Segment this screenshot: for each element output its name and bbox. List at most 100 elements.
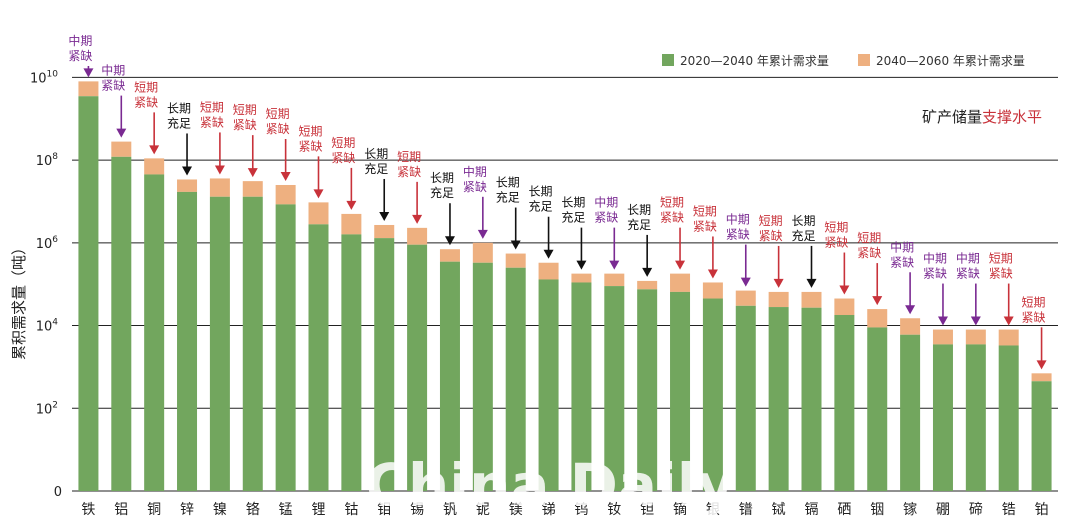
bar-2020-2040 bbox=[111, 156, 132, 492]
category-label: 钨 bbox=[574, 502, 588, 518]
y-tick-label: 102 bbox=[36, 400, 58, 417]
annotation: 短期紧缺 bbox=[693, 204, 718, 279]
bar-2020-2040 bbox=[670, 291, 691, 491]
category-label: 锰 bbox=[279, 502, 293, 518]
annotation-arrowhead bbox=[642, 267, 653, 277]
annotation-arrowhead bbox=[543, 249, 554, 259]
annotation-arrowhead bbox=[444, 236, 455, 246]
bar-2020-2040 bbox=[374, 238, 395, 491]
legend-swatch bbox=[858, 54, 870, 66]
annotation-label: 短期紧缺 bbox=[266, 107, 290, 136]
bar-2040-2060 bbox=[242, 181, 263, 197]
annotation: 长期充足 bbox=[791, 214, 817, 288]
annotation-arrowhead bbox=[1003, 316, 1014, 326]
y-tick-label: 104 bbox=[36, 318, 59, 335]
bar-2020-2040 bbox=[275, 204, 296, 492]
y-axis-label: 累积需求量（吨） bbox=[10, 240, 28, 360]
category-label: 钒 bbox=[443, 502, 457, 518]
bar-2040-2060 bbox=[735, 290, 756, 306]
annotation: 短期紧缺 bbox=[298, 124, 324, 199]
bar-2020-2040 bbox=[867, 327, 888, 491]
annotation-arrowhead bbox=[477, 229, 488, 239]
bar-2040-2060 bbox=[78, 81, 99, 97]
annotation-arrowhead bbox=[905, 305, 916, 315]
y-gridlines bbox=[72, 76, 1058, 492]
category-label: 锌 bbox=[180, 502, 194, 518]
chart-subtitle: 矿产储量支撑水平 bbox=[922, 108, 1042, 126]
bar-2040-2060 bbox=[472, 242, 493, 263]
bar-2020-2040 bbox=[472, 262, 493, 491]
annotation-label: 短期紧缺 bbox=[989, 252, 1013, 281]
bar-2020-2040 bbox=[768, 307, 789, 491]
category-label: 镨 bbox=[739, 502, 753, 518]
category-label: 铟 bbox=[870, 502, 884, 518]
bar-2020-2040 bbox=[505, 267, 526, 491]
annotation-arrowhead bbox=[510, 240, 521, 250]
x-axis-categories: 铁铝铜锌镍铬锰锂钴钼锡钒铌镁锑钨钕钽镝银镨铽镉硒铟镓硼碲锆铂 bbox=[81, 501, 1048, 518]
bar-2040-2060 bbox=[177, 179, 198, 192]
annotation-arrowhead bbox=[872, 296, 883, 306]
category-label: 银 bbox=[706, 502, 720, 518]
category-label: 锂 bbox=[312, 502, 326, 518]
annotation-label: 长期充足 bbox=[627, 203, 651, 232]
bar-2020-2040 bbox=[735, 305, 756, 491]
annotation: 短期紧缺 bbox=[134, 80, 160, 155]
bar-2040-2060 bbox=[505, 253, 526, 268]
bar-2040-2060 bbox=[834, 298, 855, 315]
category-label: 钕 bbox=[607, 502, 621, 518]
annotation-arrowhead bbox=[675, 260, 686, 270]
annotation-label: 中期紧缺 bbox=[923, 251, 947, 281]
annotation-arrowhead bbox=[412, 214, 423, 224]
bar-2040-2060 bbox=[571, 273, 592, 283]
bar-2040-2060 bbox=[275, 184, 296, 205]
category-label: 镓 bbox=[903, 502, 917, 518]
category-label: 钴 bbox=[344, 502, 358, 518]
annotation-label: 短期紧缺 bbox=[824, 221, 848, 250]
category-label: 铂 bbox=[1035, 502, 1049, 518]
annotation-arrowhead bbox=[149, 145, 160, 155]
annotation-label: 长期充足 bbox=[496, 176, 520, 205]
bar-2040-2060 bbox=[308, 202, 329, 225]
annotation-label: 短期紧缺 bbox=[660, 196, 684, 225]
annotation-arrowhead bbox=[83, 68, 94, 78]
annotation-label: 短期紧缺 bbox=[1022, 295, 1046, 324]
annotation: 中期紧缺 bbox=[923, 251, 948, 326]
annotation-label: 短期紧缺 bbox=[298, 124, 322, 153]
y-tick-label: 0 bbox=[54, 485, 62, 500]
bar-2020-2040 bbox=[177, 191, 198, 491]
category-label: 铬 bbox=[246, 502, 260, 518]
bar-2020-2040 bbox=[801, 307, 822, 491]
bar-2040-2060 bbox=[144, 158, 165, 175]
bar-2020-2040 bbox=[998, 345, 1019, 491]
annotation: 中期紧缺 bbox=[726, 212, 751, 287]
bar-2040-2060 bbox=[801, 291, 822, 308]
annotation-label: 中期紧缺 bbox=[726, 212, 750, 242]
category-label: 镉 bbox=[805, 502, 819, 518]
subtitle-prefix: 矿产储量 bbox=[922, 108, 982, 126]
bar-2020-2040 bbox=[965, 344, 986, 491]
annotation: 短期紧缺 bbox=[989, 252, 1014, 326]
annotation-label: 短期紧缺 bbox=[134, 80, 158, 109]
legend: 2020—2040 年累计需求量 2040—2060 年累计需求量 bbox=[662, 54, 1025, 68]
category-label: 铝 bbox=[114, 502, 128, 518]
annotation-label: 短期紧缺 bbox=[331, 136, 355, 165]
bar-2020-2040 bbox=[571, 282, 592, 491]
bar-2020-2040 bbox=[900, 334, 921, 491]
annotation: 短期紧缺 bbox=[857, 231, 883, 306]
annotation-arrowhead bbox=[707, 269, 718, 279]
bar-2020-2040 bbox=[407, 244, 428, 491]
category-label: 钼 bbox=[377, 502, 391, 518]
category-label: 铌 bbox=[476, 502, 490, 518]
annotation-label: 长期充足 bbox=[561, 196, 585, 225]
category-label: 硒 bbox=[837, 502, 851, 518]
bar-2040-2060 bbox=[768, 291, 789, 308]
annotation: 短期紧缺 bbox=[331, 136, 357, 210]
category-label: 铁 bbox=[81, 502, 95, 518]
annotation-label: 长期充足 bbox=[167, 101, 191, 130]
annotation: 短期紧缺 bbox=[233, 103, 258, 178]
annotation-arrowhead bbox=[379, 211, 390, 221]
bar-2020-2040 bbox=[78, 96, 99, 491]
bar-2020-2040 bbox=[702, 298, 723, 491]
annotation-label: 短期紧缺 bbox=[759, 214, 783, 243]
